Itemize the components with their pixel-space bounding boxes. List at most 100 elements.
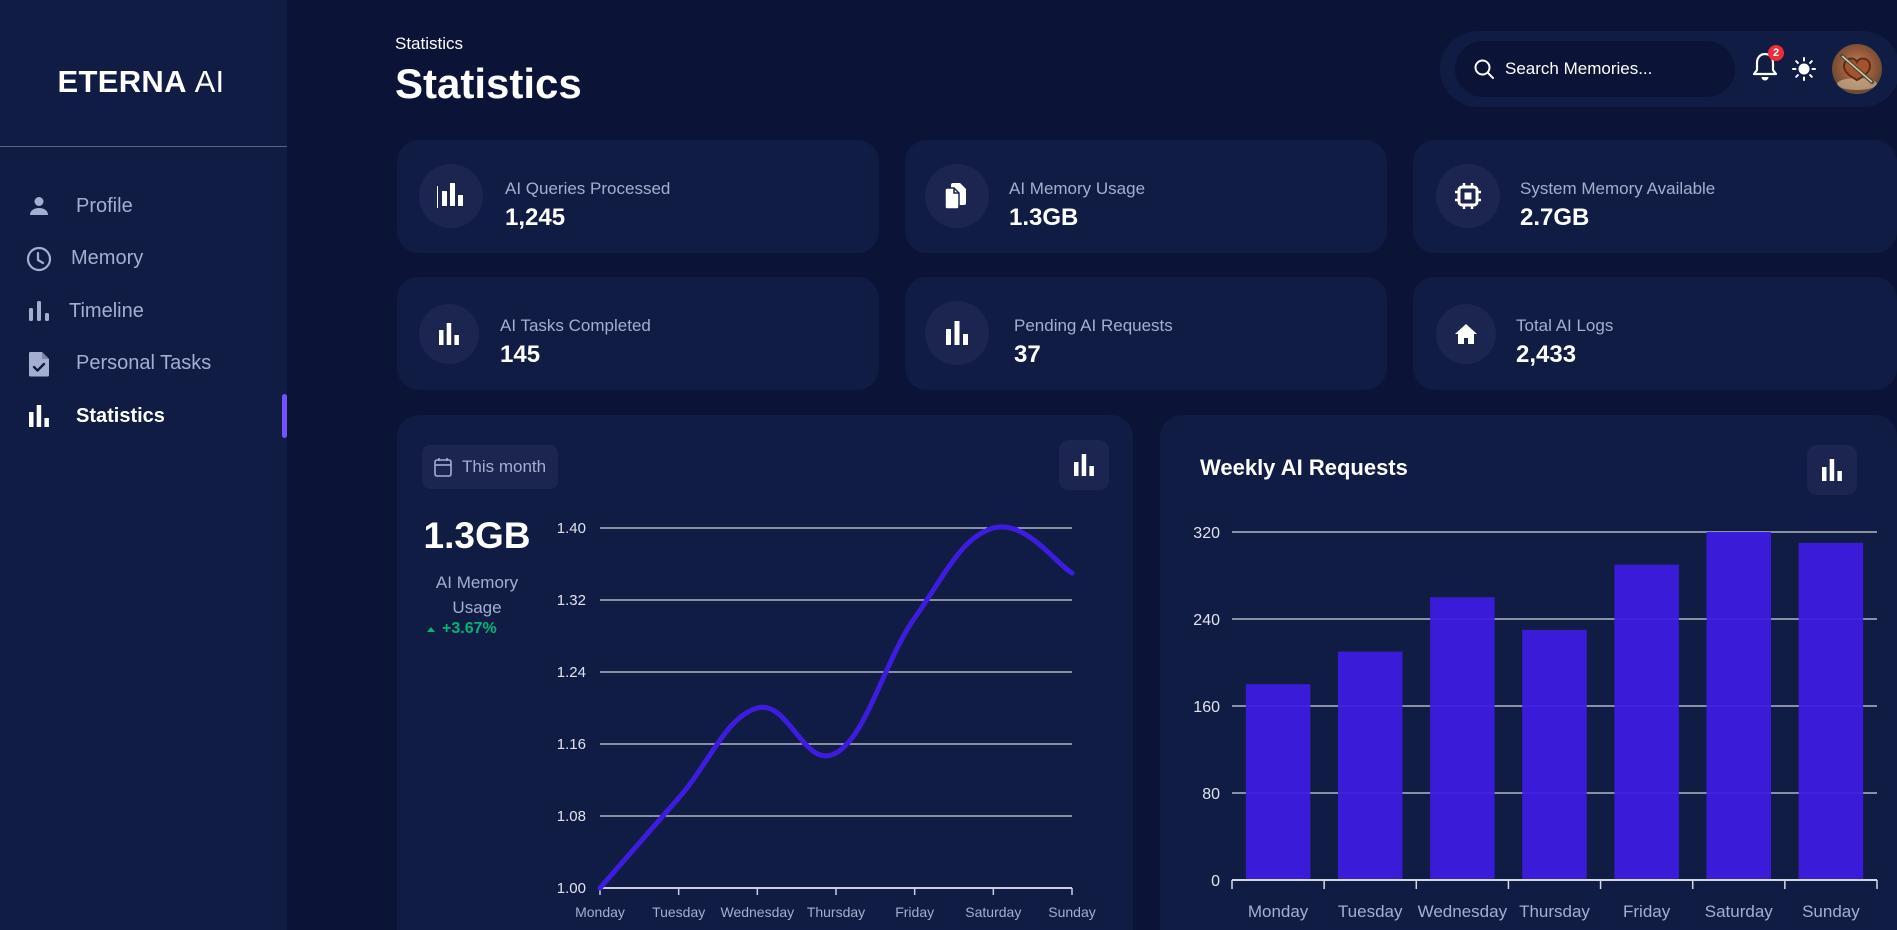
x-tick-label: Monday — [575, 904, 625, 920]
stat-icon-circle — [1436, 164, 1500, 228]
stat-label: Pending AI Requests — [1014, 316, 1173, 335]
avatar-image — [1837, 54, 1877, 90]
bar-friday — [1614, 564, 1679, 880]
bar-chart-icon — [26, 298, 52, 324]
y-tick-label: 1.16 — [557, 736, 586, 753]
stat-icon-circle — [925, 301, 989, 365]
search-box — [1455, 41, 1735, 97]
bar-monday — [1245, 684, 1311, 880]
bar-chart-icon — [946, 321, 968, 345]
stat-card-ai-tasks: AI Tasks Completed 145 — [397, 277, 879, 390]
x-tick-label: Tuesday — [652, 904, 705, 920]
brand-logo[interactable]: ETERNA AI — [0, 64, 282, 100]
weekly-bar-chart: 0 80 160 240 320 Monday Tuesday Wednesday Thursd… — [1193, 525, 1878, 921]
sidebar: ETERNA AI Profile Memory Timeline Pe — [0, 0, 287, 930]
sidebar-item-statistics[interactable]: Statistics — [0, 390, 287, 443]
x-tick-label: Monday — [1248, 902, 1309, 921]
x-tick-label: Sunday — [1048, 904, 1095, 920]
person-icon — [26, 193, 52, 219]
brand-name-thin: AI — [194, 64, 225, 99]
home-icon — [1455, 324, 1477, 344]
stat-icon-circle — [419, 304, 479, 364]
weekly-requests-chart-card: Weekly AI Requests 0 80 160 240 320 Monday Tue… — [1160, 415, 1897, 930]
x-tick-label: Friday — [1623, 902, 1671, 921]
stat-label: Total AI Logs — [1516, 316, 1614, 335]
y-tick-label: 1.00 — [557, 880, 586, 897]
page-title: Statistics — [395, 60, 582, 107]
bar-sunday — [1798, 542, 1864, 880]
y-tick-label: 1.24 — [557, 664, 586, 681]
breadcrumb[interactable]: Statistics — [395, 34, 464, 53]
up-triangle-icon — [427, 626, 435, 632]
brand-name-bold: ETERNA — [57, 64, 186, 99]
x-tick-label: Saturday — [965, 904, 1021, 920]
clock-icon — [26, 246, 52, 272]
sun-icon[interactable] — [1792, 57, 1816, 81]
y-tick-label: 320 — [1193, 525, 1220, 542]
x-tick-label: Wednesday — [1418, 902, 1508, 921]
memory-usage-line — [597, 524, 1075, 891]
copy-files-icon — [944, 183, 966, 210]
stat-value: 37 — [1014, 341, 1041, 368]
stat-card-system-memory: System Memory Available 2.7GB — [1413, 140, 1897, 253]
stat-value: 2,433 — [1516, 341, 1577, 368]
memory-delta: +3.67% — [427, 620, 497, 638]
bar-chart-icon — [26, 403, 52, 429]
bar-tuesday — [1337, 651, 1403, 880]
stat-card-ai-queries: AI Queries Processed 1,245 — [397, 140, 879, 253]
y-tick-label: 1.32 — [557, 592, 586, 609]
stat-value: 145 — [500, 341, 541, 368]
x-tick-label: Friday — [895, 904, 934, 920]
sidebar-divider — [0, 146, 287, 147]
x-tick-label: Saturday — [1705, 902, 1774, 921]
bar-wednesday — [1430, 597, 1495, 880]
x-tick-label: Tuesday — [1338, 902, 1403, 921]
y-tick-label: 160 — [1193, 699, 1220, 716]
stat-icon-circle — [1436, 304, 1496, 364]
avatar[interactable] — [1832, 44, 1882, 94]
sidebar-item-memory[interactable]: Memory — [0, 233, 287, 286]
sidebar-item-personal-tasks[interactable]: Personal Tasks — [0, 338, 287, 391]
period-selector[interactable]: This month — [422, 445, 559, 489]
y-tick-label: 1.08 — [557, 808, 586, 825]
memory-value: 1.3GB — [423, 515, 531, 556]
chart-options-button[interactable] — [1059, 440, 1109, 490]
x-tick-label: Wednesday — [720, 904, 794, 920]
sidebar-item-label: Statistics — [76, 404, 165, 427]
sidebar-item-profile[interactable]: Profile — [0, 180, 287, 233]
x-tick-label: Sunday — [1802, 902, 1860, 921]
chart-options-button[interactable] — [1807, 445, 1857, 495]
memory-label: AI Memory Usage — [435, 573, 519, 617]
memory-line-chart: 1.00 1.08 1.16 1.24 1.32 1.40 Monday Tuesday Wed… — [557, 520, 1096, 920]
stat-icon-circle — [419, 164, 483, 228]
stat-card-ai-memory-usage: AI Memory Usage 1.3GB — [905, 140, 1387, 253]
notification-badge: 2 — [1768, 45, 1784, 61]
stat-card-pending-requests: Pending AI Requests 37 — [905, 277, 1387, 390]
stat-label: System Memory Available — [1520, 179, 1716, 198]
period-label: This month — [462, 457, 547, 476]
chart-title: Weekly AI Requests — [1200, 455, 1408, 480]
stat-label: AI Tasks Completed — [500, 316, 651, 335]
sidebar-nav: Profile Memory Timeline Personal Tasks S… — [0, 180, 287, 443]
sidebar-item-label: Personal Tasks — [76, 352, 212, 375]
stat-value: 1.3GB — [1009, 204, 1079, 231]
bar-saturday — [1706, 532, 1772, 880]
x-tick-label: Thursday — [807, 904, 865, 920]
search-input[interactable] — [1505, 59, 1725, 79]
cpu-chip-icon — [1455, 183, 1481, 209]
stat-label: AI Queries Processed — [505, 179, 671, 198]
memory-usage-chart-card: This month 1.3GB AI Memory Usage +3.67% … — [397, 415, 1133, 930]
top-toolbar: 2 — [1440, 31, 1897, 107]
y-tick-label: 0 — [1211, 873, 1220, 890]
stat-icon-circle — [925, 164, 989, 228]
stat-value: 1,245 — [505, 204, 566, 231]
bar-chart-icon — [439, 323, 459, 345]
calendar-icon — [434, 458, 452, 477]
y-tick-label: 80 — [1202, 786, 1220, 803]
sidebar-item-label: Profile — [76, 194, 133, 217]
sidebar-item-label: Timeline — [69, 299, 144, 322]
y-tick-label: 1.40 — [557, 520, 586, 537]
sidebar-item-label: Memory — [71, 247, 144, 270]
stat-value: 2.7GB — [1520, 204, 1590, 231]
sidebar-item-timeline[interactable]: Timeline — [0, 285, 287, 338]
